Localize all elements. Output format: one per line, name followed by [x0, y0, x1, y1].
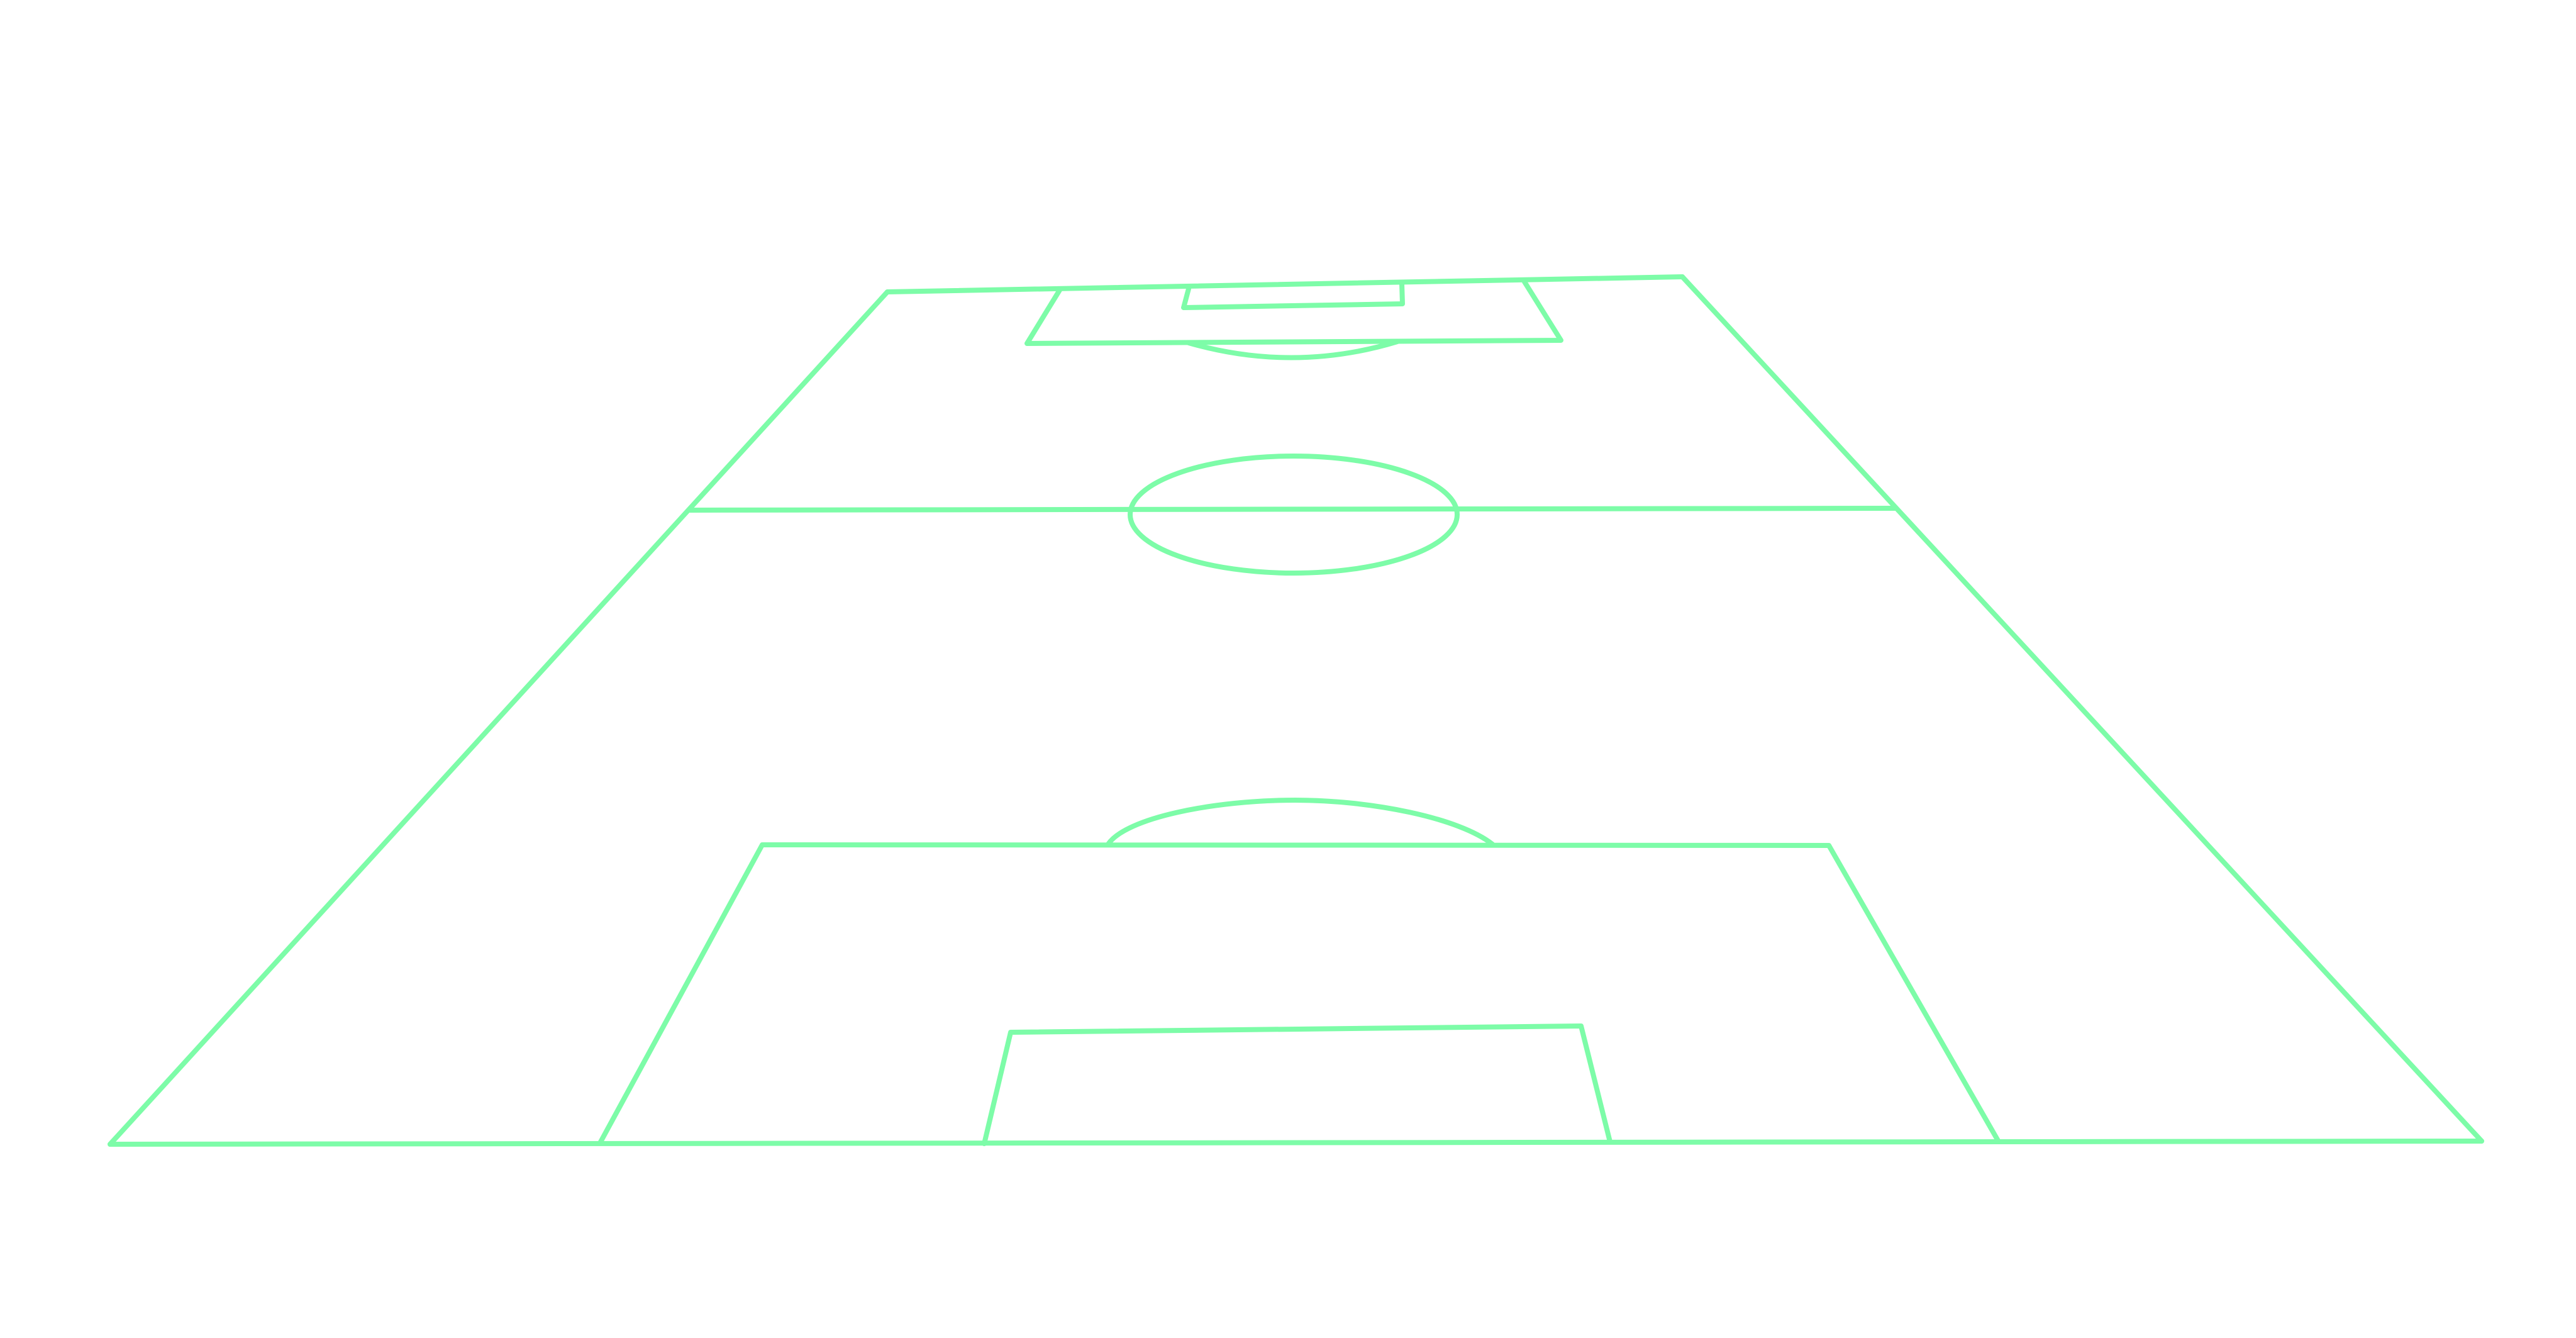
near-goal-area: [982, 1023, 1613, 1146]
near-penalty-arc: [1106, 798, 1495, 847]
near-penalty-box: [597, 842, 2001, 1146]
touchline-right: [1680, 274, 2484, 1144]
pitch-lines: [108, 274, 2484, 1147]
halfway-line: [687, 506, 1897, 513]
far-penalty-box: [1024, 279, 1563, 346]
centre-circle: [1128, 454, 1460, 576]
far-goal-area: [1181, 282, 1405, 310]
near-goal-line: [108, 1139, 2484, 1147]
far-goal-line: [885, 274, 1685, 294]
far-penalty-arc: [1186, 339, 1400, 360]
touchline-left: [108, 289, 890, 1147]
